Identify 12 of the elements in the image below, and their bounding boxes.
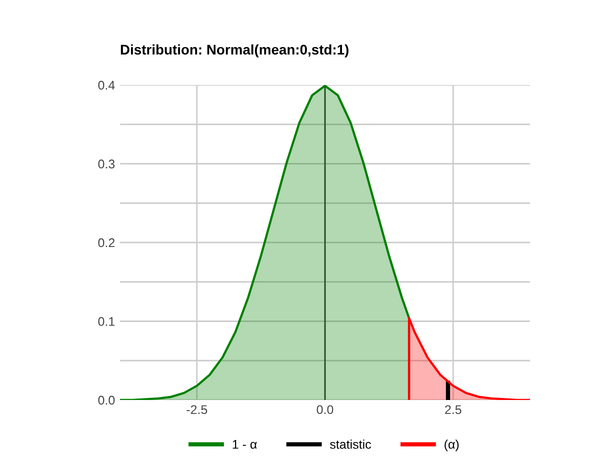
y-tick-label: 0.2 bbox=[98, 238, 115, 248]
x-tick-label: 0.0 bbox=[316, 405, 334, 414]
y-tick-label: 0.1 bbox=[98, 317, 115, 326]
legend-label: statistic bbox=[330, 440, 371, 449]
y-tick-label: 0.3 bbox=[98, 160, 115, 168]
legend-label: 1 - α bbox=[232, 440, 257, 449]
x-tick-label: -2.5 bbox=[186, 405, 208, 414]
y-tick-label: 0.0 bbox=[98, 396, 115, 405]
x-tick-label: 2.5 bbox=[445, 405, 462, 414]
chart-title: Distribution: Normal(mean:0,std:1) bbox=[120, 44, 348, 58]
legend-label: (α) bbox=[444, 440, 459, 452]
y-tick-label: 0.4 bbox=[98, 80, 115, 90]
